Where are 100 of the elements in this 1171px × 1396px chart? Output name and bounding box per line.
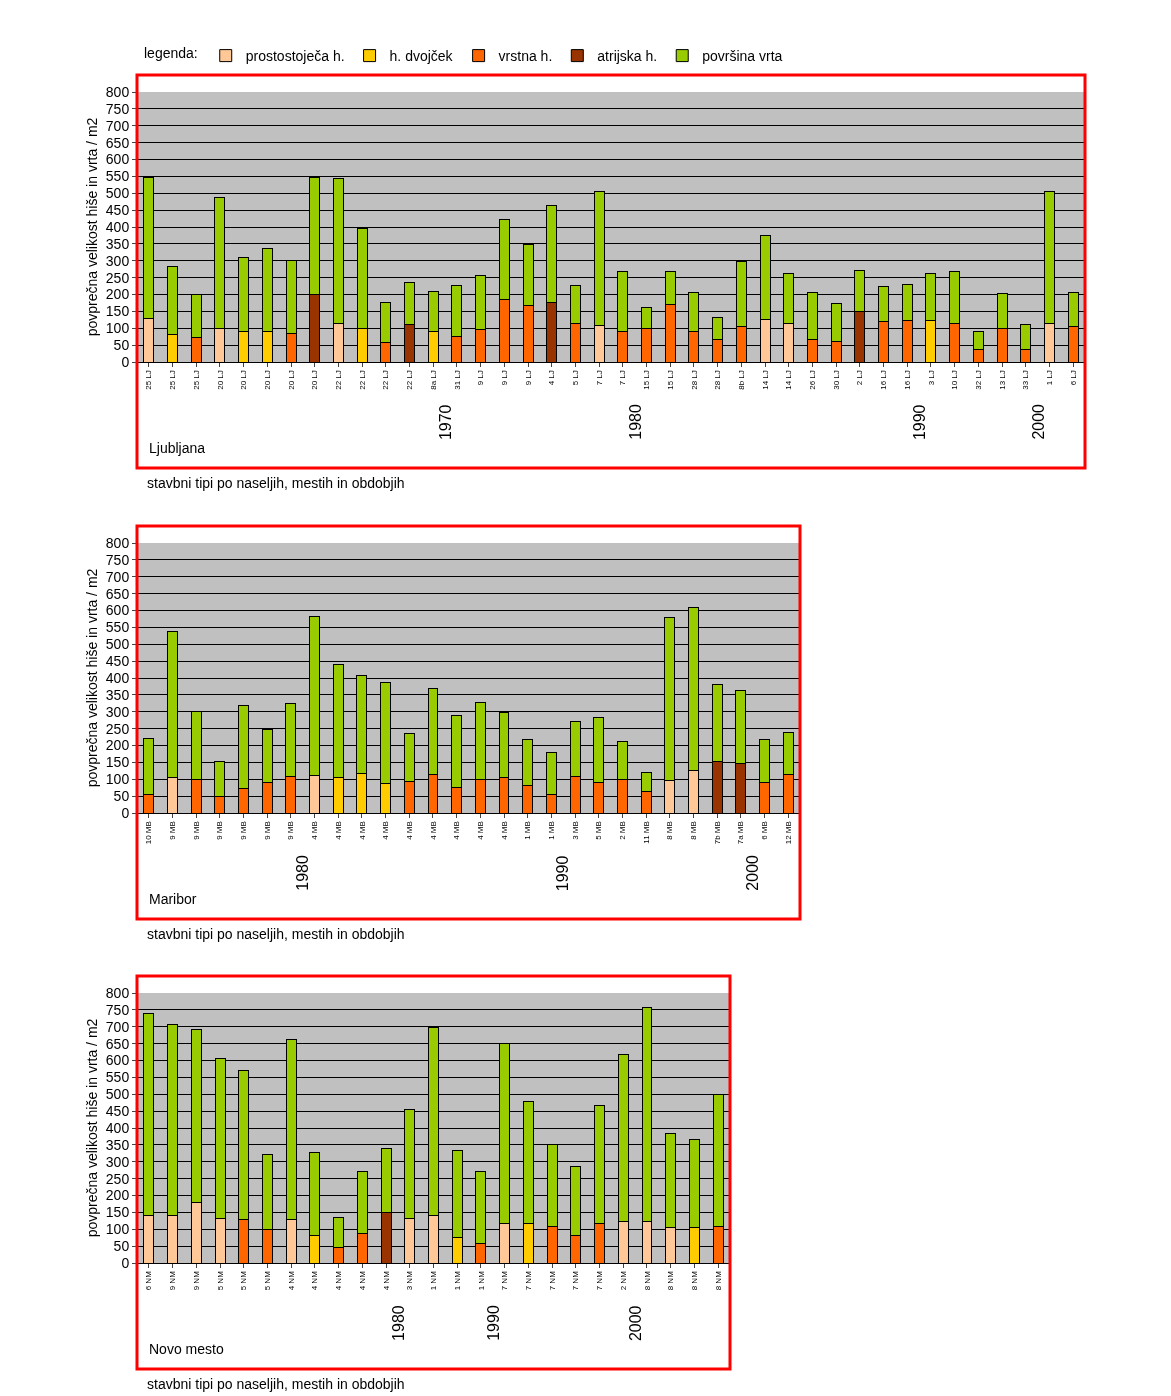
x-tick-label: 8 NM (690, 1270, 700, 1291)
y-tick-label: 700 (105, 568, 130, 585)
x-tick-label: 5 LJ (571, 370, 581, 386)
x-tick-label: 2 LJ (855, 370, 865, 386)
y-tick-label: 350 (105, 686, 130, 703)
y-tick-label: 750 (105, 551, 130, 568)
x-tick-label: 22 LJ (405, 370, 415, 390)
x-tick-label: 4 MB (333, 821, 343, 840)
y-tick-label: 400 (105, 1119, 130, 1136)
x-tick-label: 1 NM (452, 1270, 462, 1291)
y-tick-label: 50 (113, 337, 130, 354)
x-tick-label: 7 NM (523, 1270, 533, 1291)
legend-label: prostostoječa h. (245, 48, 345, 65)
text: Novo mesto (149, 1341, 224, 1357)
legend-label: površina vrta (702, 48, 783, 65)
y-tick-label: 500 (105, 1086, 130, 1103)
x-axis-title: stavbni tipi po naseljih, mestih in obdobjih (147, 1376, 405, 1392)
y-tick-label: 100 (105, 1221, 130, 1238)
x-tick-label: 7 NM (571, 1270, 581, 1291)
x-tick-label: 16 LJ (879, 370, 889, 390)
x-tick-label: 2 MB (618, 821, 628, 840)
x-tick-label: 9 LJ (523, 370, 533, 386)
x-tick-label: 4 MB (404, 821, 414, 840)
x-tick-label: 4 NM (286, 1270, 296, 1291)
x-tick-label: 28 LJ (713, 370, 723, 390)
y-tick-label: 550 (105, 619, 130, 636)
x-tick-label: 8 NM (642, 1270, 652, 1291)
y-tick-label: 700 (105, 1018, 130, 1035)
x-tick-label: 20 LJ (310, 370, 320, 390)
legend-title: legenda: (144, 45, 198, 62)
x-tick-label: 8 MB (665, 821, 675, 840)
y-tick-label: 500 (105, 185, 130, 202)
x-tick-label: 5 NM (239, 1270, 249, 1291)
x-tick-label: 11 MB (641, 821, 651, 844)
x-tick-label: 1 LJ (1045, 370, 1055, 386)
y-tick-label: 450 (105, 1103, 130, 1120)
x-tick-label: 25 LJ (168, 370, 178, 390)
x-tick-label: 20 LJ (215, 370, 225, 390)
y-tick-label: 800 (105, 984, 130, 1001)
y-tick-label: 400 (105, 669, 130, 686)
x-tick-label: 5 NM (263, 1270, 273, 1291)
x-tick-label: 9 MB (239, 821, 249, 840)
x-tick-label: 14 LJ (760, 370, 770, 390)
x-tick-label: 26 LJ (808, 370, 818, 390)
y-tick-label: 500 (105, 636, 130, 653)
x-tick-label: 13 LJ (997, 370, 1007, 390)
x-tick-label: 10 LJ (950, 370, 960, 390)
x-tick-label: 16 LJ (902, 370, 912, 390)
x-tick-label: 4 NM (334, 1270, 344, 1291)
y-tick-label: 400 (105, 218, 130, 235)
y-tick-label: 650 (105, 1035, 130, 1052)
x-tick-label: 28 LJ (689, 370, 699, 390)
y-tick-label: 50 (113, 1238, 130, 1255)
x-tick-label: 7 LJ (594, 370, 604, 386)
x-tick-label: 12 MB (783, 821, 793, 845)
legend-label: atrijska h. (597, 48, 658, 65)
x-axis-title: stavbni tipi po naseljih, mestih in obdobjih (147, 926, 405, 942)
text: 2000 (1029, 403, 1047, 440)
y-axis-title: povprečna velikost hiše in vrta / m2 (84, 117, 101, 337)
x-tick-label: 3 MB (570, 821, 580, 840)
x-tick-label: 6 NM (144, 1270, 154, 1291)
y-tick-label: 750 (105, 100, 130, 117)
x-tick-label: 4 MB (310, 821, 320, 840)
y-tick-label: 100 (105, 771, 130, 788)
x-tick-label: 9 MB (215, 821, 225, 840)
y-tick-label: 350 (105, 1136, 130, 1153)
legend-label: vrstna h. (498, 48, 553, 65)
x-tick-label: 22 LJ (334, 370, 344, 390)
text: 2000 (743, 854, 761, 891)
y-tick-label: 450 (105, 653, 130, 670)
text: 1990 (911, 404, 929, 441)
x-tick-label: 1 MB (546, 821, 556, 840)
x-tick-label: 1 NM (429, 1270, 439, 1291)
x-tick-label: 4 LJ (547, 370, 557, 386)
y-tick-label: 650 (105, 134, 130, 151)
x-tick-label: 30 LJ (831, 370, 841, 390)
x-tick-label: 4 MB (428, 821, 438, 840)
y-tick-label: 300 (105, 703, 130, 720)
y-tick-label: 200 (105, 1187, 130, 1204)
x-tick-label: 9 LJ (499, 370, 509, 386)
x-tick-label: 8 MB (689, 821, 699, 840)
x-tick-label: 9 MB (286, 821, 296, 840)
y-tick-label: 50 (113, 788, 130, 805)
y-tick-label: 0 (121, 1254, 130, 1271)
x-tick-label: 20 LJ (286, 370, 296, 390)
x-tick-label: 8b LJ (736, 370, 746, 390)
x-tick-label: 3 LJ (926, 370, 936, 386)
y-tick-label: 200 (105, 737, 130, 754)
x-tick-label: 9 NM (168, 1270, 178, 1291)
y-tick-label: 100 (105, 320, 130, 337)
x-tick-label: 1 MB (523, 821, 533, 840)
x-tick-label: 3 NM (405, 1270, 415, 1291)
x-tick-label: 7 NM (500, 1270, 510, 1291)
y-tick-label: 0 (121, 353, 130, 370)
y-tick-label: 550 (105, 1069, 130, 1086)
x-tick-label: 9 NM (191, 1270, 201, 1291)
y-tick-label: 250 (105, 720, 130, 737)
y-tick-label: 350 (105, 235, 130, 252)
x-tick-label: 5 MB (594, 821, 604, 840)
y-axis-title: povprečna velikost hiše in vrta / m2 (84, 568, 101, 788)
